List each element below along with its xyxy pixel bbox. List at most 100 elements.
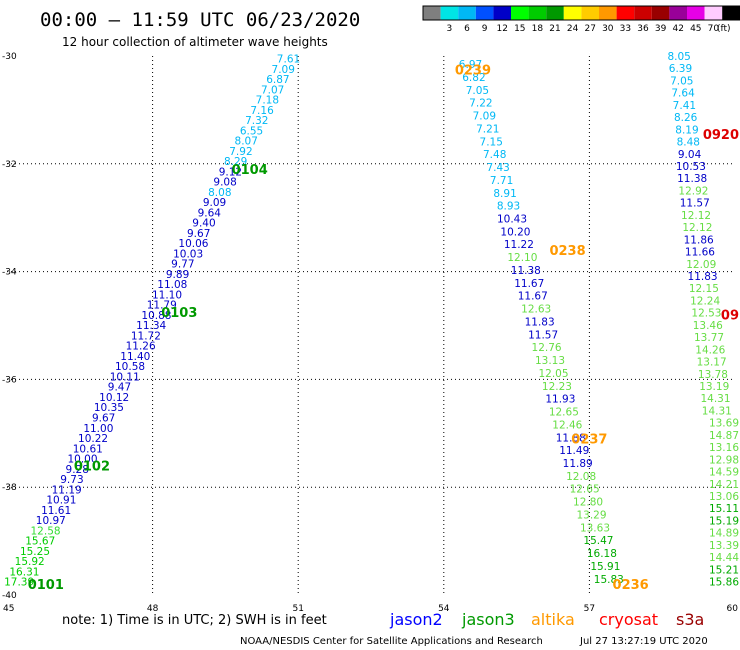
colorbar-swatch [546, 6, 564, 20]
swh-value-label: 15.86 [709, 577, 739, 589]
legend-jason2: jason2 [389, 610, 443, 629]
swh-value-label: 15.83 [594, 574, 624, 586]
swh-value-label: 16.31 [9, 566, 39, 578]
swh-value-label: 8.19 [675, 124, 698, 136]
swh-value-label: 7.21 [476, 123, 499, 135]
swh-value-label: 8.05 [667, 51, 690, 63]
swh-value-label: 6.82 [462, 72, 485, 84]
colorbar-tick-label: 9 [482, 24, 488, 34]
swh-value-label: 11.38 [677, 173, 707, 185]
legend-jason3: jason3 [461, 610, 515, 629]
swh-value-label: 11.57 [528, 329, 558, 341]
swh-value-label: 9.64 [198, 207, 222, 219]
swh-value-label: 15.91 [590, 561, 620, 573]
pass-time-label: 0236 [613, 578, 649, 593]
swh-value-label: 7.09 [272, 64, 295, 76]
swh-value-label: 13.46 [693, 320, 723, 332]
swh-value-label: 12.08 [566, 471, 596, 483]
pass-time-label: 09 [721, 309, 739, 324]
colorbar-swatch [458, 6, 476, 20]
swh-value-label: 12.80 [573, 497, 603, 509]
chart-title: 00:00 – 11:59 UTC 06/23/2020 [40, 9, 360, 31]
swh-value-label: 10.12 [99, 392, 129, 404]
swh-value-label: 7.41 [673, 100, 696, 112]
colorbar-tick-label: 36 [637, 24, 649, 34]
swh-value-label: 7.15 [480, 136, 503, 148]
swh-value-label: 9.77 [171, 259, 194, 271]
colorbar-swatch [651, 6, 670, 20]
swh-value-label: 12.05 [538, 368, 568, 380]
swh-value-label: 8.26 [674, 112, 698, 124]
swh-value-label: 8.91 [493, 188, 516, 200]
swh-value-label: 10.20 [500, 226, 530, 238]
colorbar-tick-label: 6 [464, 24, 470, 34]
colorbar-tick-label: 42 [672, 24, 683, 34]
swh-value-label: 12.53 [691, 308, 721, 320]
swh-value-label: 16.18 [587, 548, 617, 560]
swh-value-label: 13.77 [694, 332, 724, 344]
pass-time-label: 0238 [549, 244, 585, 259]
swh-value-label: 11.38 [511, 265, 541, 277]
swh-value-label: 12.92 [678, 185, 708, 197]
swh-value-label: 12.12 [681, 210, 711, 222]
swh-value-label: 10.61 [73, 443, 103, 455]
swh-value-label: 8.07 [235, 136, 258, 148]
pass-time-label: 0101 [28, 578, 64, 593]
swh-value-label: 12.98 [709, 454, 739, 466]
swh-value-label: 12.63 [521, 304, 551, 316]
colorbar-swatch [528, 6, 547, 20]
colorbar-tick-label: 21 [549, 24, 560, 34]
swh-value-label: 10.58 [115, 361, 145, 373]
swh-value-label: 12.09 [686, 259, 716, 271]
pass-time-label: 0237 [571, 433, 607, 448]
swh-value-label: 12.65 [549, 407, 579, 419]
colorbar-swatch [616, 6, 635, 20]
swh-value-label: 11.61 [41, 505, 71, 517]
colorbar-tick-label: 15 [514, 24, 525, 34]
colorbar-swatch [704, 6, 723, 20]
swh-value-label: 14.59 [709, 467, 739, 479]
swh-value-label: 13.06 [709, 491, 739, 503]
swh-value-label: 12.46 [552, 419, 582, 431]
y-tick-label: -40 [2, 591, 17, 601]
pass-time-label: 0920 [703, 128, 739, 143]
swh-value-label: 7.43 [486, 162, 509, 174]
swh-value-label: 15.47 [583, 535, 613, 547]
x-tick-label: 51 [292, 604, 303, 614]
swh-value-label: 11.79 [147, 300, 177, 312]
y-tick-label: -36 [2, 375, 17, 385]
swh-value-label: 11.83 [525, 316, 555, 328]
legend-cryosat: cryosat [599, 610, 658, 629]
swh-value-label: 11.93 [545, 394, 575, 406]
swh-value-label: 8.48 [677, 137, 700, 149]
swh-value-label: 15.67 [25, 536, 55, 548]
color-scale-legend: 3 6 9 12 15 18 21 24 27 30 33 36 39 42 45 70 [422, 5, 740, 34]
swh-value-label: 15.11 [709, 503, 739, 515]
swh-value-label: 13.13 [535, 355, 565, 367]
swh-value-label: 7.22 [469, 98, 492, 110]
swh-value-label: 10.03 [173, 248, 203, 260]
swh-value-label: 11.88 [556, 432, 586, 444]
data-points: 7.617.096.877.077.187.167.326.558.077.92… [4, 51, 739, 589]
swh-value-label: 11.57 [680, 198, 710, 210]
swh-value-label: 10.88 [141, 310, 171, 322]
x-tick-label: 48 [147, 604, 159, 614]
footer-credit: NOAA/NESDIS Center for Satellite Applica… [240, 636, 543, 647]
colorbar-swatch [599, 6, 617, 20]
swh-value-label: 6.97 [459, 59, 482, 71]
colorbar-swatch [563, 6, 582, 20]
swh-value-label: 11.89 [563, 458, 593, 470]
swh-value-label: 14.26 [695, 344, 725, 356]
swh-value-label: 15.92 [15, 556, 45, 568]
colorbar-swatch [423, 6, 441, 20]
colorbar-swatch [722, 6, 740, 20]
swh-value-label: 13.29 [576, 509, 606, 521]
pass-time-label: 0239 [455, 63, 491, 78]
swh-value-label: 10.97 [36, 515, 66, 527]
swh-value-label: 6.39 [669, 63, 692, 75]
swh-value-label: 14.31 [700, 393, 730, 405]
swh-value-label: 14.44 [709, 552, 739, 564]
swh-value-label: 6.87 [266, 74, 289, 86]
swh-value-label: 8.29 [224, 156, 247, 168]
